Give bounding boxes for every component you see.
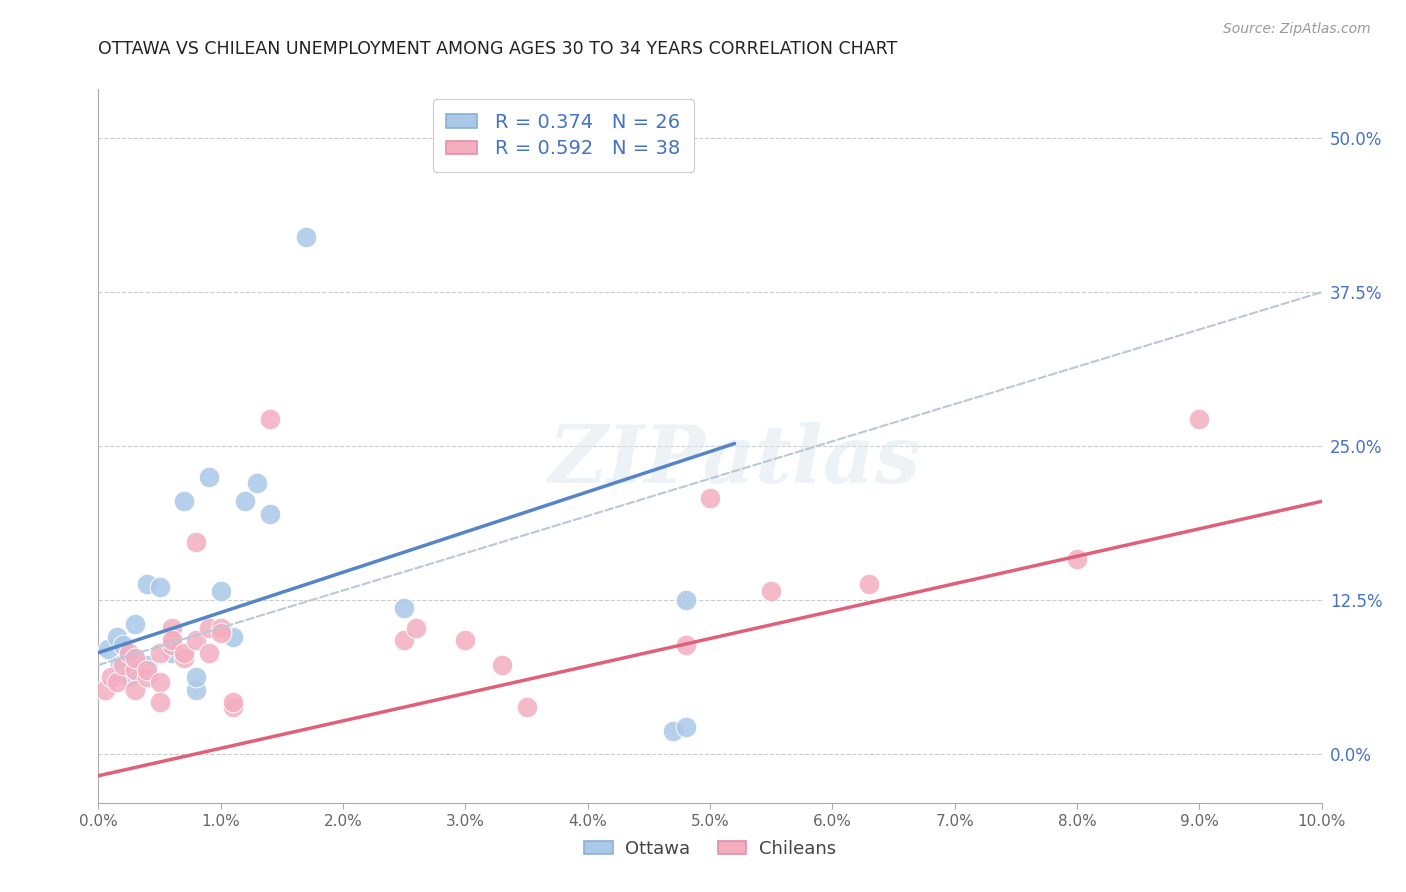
Point bbox=[173, 494, 195, 508]
Point bbox=[405, 621, 427, 635]
Point bbox=[97, 642, 120, 657]
Point bbox=[675, 638, 697, 652]
Point bbox=[209, 626, 232, 640]
Point bbox=[662, 724, 685, 739]
Point bbox=[197, 469, 219, 483]
Point bbox=[392, 633, 416, 648]
Point bbox=[105, 675, 128, 690]
Point bbox=[160, 621, 183, 635]
Legend: Ottawa, Chileans: Ottawa, Chileans bbox=[576, 833, 844, 865]
Point bbox=[516, 699, 538, 714]
Point bbox=[149, 581, 172, 595]
Point bbox=[858, 576, 880, 591]
Point bbox=[259, 507, 281, 521]
Point bbox=[111, 638, 134, 652]
Point bbox=[197, 621, 219, 635]
Point bbox=[149, 646, 172, 660]
Text: Source: ZipAtlas.com: Source: ZipAtlas.com bbox=[1223, 22, 1371, 37]
Point bbox=[124, 650, 146, 665]
Point bbox=[209, 621, 232, 635]
Point bbox=[1066, 552, 1088, 566]
Point bbox=[186, 633, 208, 648]
Point bbox=[124, 663, 146, 677]
Point bbox=[160, 646, 183, 660]
Point bbox=[100, 670, 122, 684]
Text: OTTAWA VS CHILEAN UNEMPLOYMENT AMONG AGES 30 TO 34 YEARS CORRELATION CHART: OTTAWA VS CHILEAN UNEMPLOYMENT AMONG AGE… bbox=[98, 40, 897, 58]
Point bbox=[111, 658, 134, 673]
Point bbox=[124, 650, 146, 665]
Point bbox=[246, 475, 269, 490]
Point bbox=[118, 646, 141, 660]
Point bbox=[173, 646, 195, 660]
Point bbox=[759, 584, 782, 599]
Point bbox=[118, 670, 141, 684]
Point bbox=[675, 592, 697, 607]
Point bbox=[1188, 412, 1211, 426]
Point bbox=[124, 682, 146, 697]
Point bbox=[136, 670, 159, 684]
Point bbox=[197, 646, 219, 660]
Point bbox=[222, 695, 245, 709]
Point bbox=[491, 658, 513, 673]
Point bbox=[110, 658, 132, 673]
Point bbox=[160, 638, 183, 652]
Point bbox=[454, 633, 477, 648]
Point bbox=[160, 633, 183, 648]
Point bbox=[136, 663, 159, 677]
Point bbox=[136, 658, 159, 673]
Point bbox=[136, 576, 159, 591]
Text: ZIPatlas: ZIPatlas bbox=[548, 422, 921, 499]
Point bbox=[160, 630, 183, 644]
Point bbox=[149, 695, 172, 709]
Point bbox=[209, 584, 232, 599]
Point bbox=[173, 650, 195, 665]
Point bbox=[222, 699, 245, 714]
Point bbox=[186, 682, 208, 697]
Point bbox=[186, 535, 208, 549]
Point bbox=[233, 494, 256, 508]
Point bbox=[124, 617, 146, 632]
Point bbox=[699, 491, 721, 505]
Point bbox=[149, 675, 172, 690]
Point bbox=[295, 230, 318, 244]
Point bbox=[105, 630, 128, 644]
Point bbox=[675, 719, 697, 733]
Point bbox=[259, 412, 281, 426]
Point bbox=[186, 670, 208, 684]
Point bbox=[392, 601, 416, 615]
Point bbox=[222, 630, 245, 644]
Point bbox=[93, 682, 115, 697]
